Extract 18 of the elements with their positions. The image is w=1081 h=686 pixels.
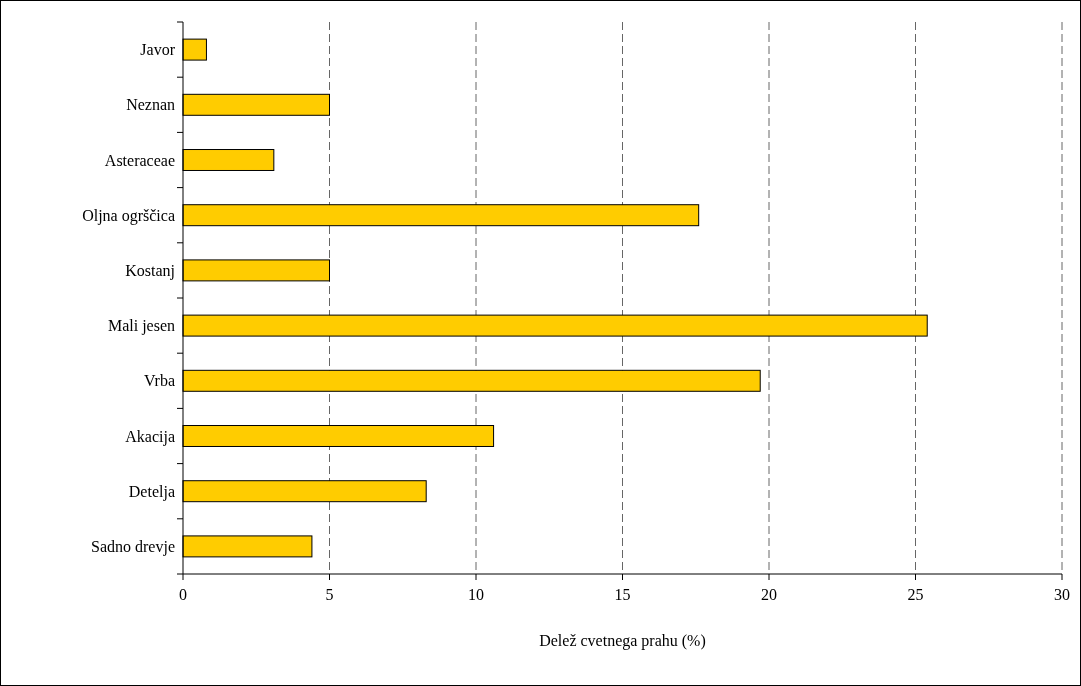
x-axis-title: Delež cvetnega prahu (%): [539, 632, 706, 650]
y-tick-label: Sadno drevje: [91, 538, 175, 556]
y-tick-label: Oljna ogrščica: [82, 206, 175, 225]
y-tick-label: Asteraceae: [104, 151, 175, 169]
y-tick-label: Kostanj: [125, 262, 175, 280]
x-tick-label: 10: [468, 586, 484, 603]
y-tick-label: Akacija: [125, 427, 175, 446]
y-tick-label: Detelja: [128, 482, 175, 501]
y-tick-label: Javor: [140, 41, 176, 59]
x-tick-label: 30: [1054, 586, 1070, 603]
y-tick-label: Mali jesen: [107, 317, 175, 336]
y-tick-label: Vrba: [143, 372, 175, 390]
x-tick-label: 20: [761, 586, 777, 603]
x-tick-label: 0: [179, 586, 187, 603]
x-tick-label: 5: [325, 586, 334, 603]
x-tick-label: 15: [614, 586, 631, 603]
y-tick-label: Neznan: [126, 96, 175, 114]
x-tick-label: 25: [907, 586, 924, 603]
